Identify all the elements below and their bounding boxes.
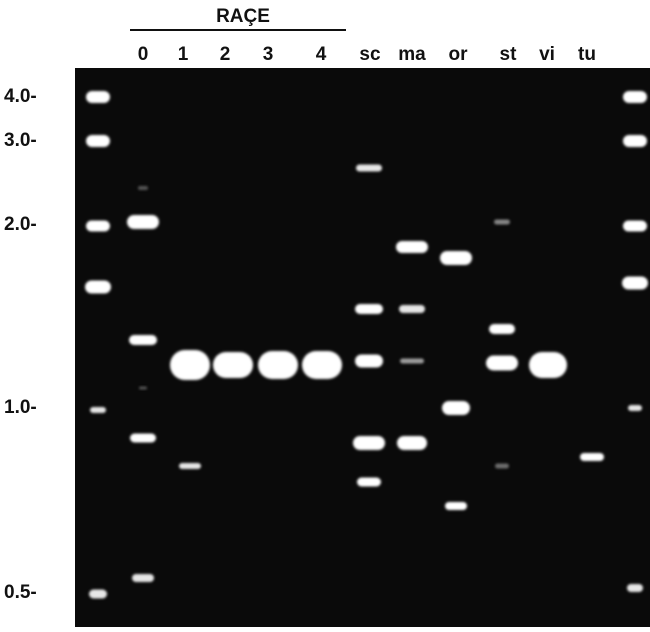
band — [170, 350, 210, 380]
lane-label: 1 — [178, 44, 189, 65]
lane-label: sc — [359, 44, 381, 65]
band — [627, 584, 643, 592]
lane-label: or — [449, 44, 469, 65]
band — [138, 186, 148, 190]
band — [85, 280, 111, 294]
band — [580, 453, 604, 461]
band — [445, 502, 467, 510]
band — [529, 352, 567, 378]
lane-label: 3 — [263, 44, 274, 65]
band — [357, 477, 381, 487]
band — [442, 401, 470, 415]
lane-label: 4 — [316, 44, 327, 65]
band — [89, 589, 107, 599]
band — [489, 324, 515, 334]
lane-label: tu — [578, 44, 596, 65]
band — [90, 407, 106, 413]
band — [86, 91, 110, 103]
band — [486, 355, 518, 371]
size-marker: 2.0- — [4, 214, 37, 235]
band — [622, 276, 648, 290]
band — [396, 241, 428, 253]
band — [623, 91, 647, 103]
band — [397, 436, 427, 450]
lane-label: 2 — [220, 44, 231, 65]
band — [139, 386, 147, 390]
band — [127, 215, 159, 229]
band — [628, 405, 642, 411]
band — [355, 304, 383, 314]
band — [258, 351, 298, 379]
lane-label: 0 — [138, 44, 149, 65]
band — [130, 433, 156, 443]
band — [353, 436, 385, 450]
band — [356, 164, 382, 172]
header-title: RAÇE — [216, 6, 270, 27]
size-marker: 4.0- — [4, 86, 37, 107]
band — [86, 135, 110, 147]
size-marker: 1.0- — [4, 397, 37, 418]
lane-label: ma — [398, 44, 426, 65]
bands — [85, 91, 648, 599]
band — [623, 220, 647, 232]
band — [179, 463, 201, 469]
lane-label: vi — [539, 44, 555, 65]
band — [495, 463, 509, 469]
lane-label: st — [500, 44, 518, 65]
band — [86, 220, 110, 232]
band — [623, 135, 647, 147]
band — [440, 251, 472, 265]
band — [355, 354, 383, 368]
size-marker: 3.0- — [4, 130, 37, 151]
band — [400, 358, 424, 364]
band — [399, 305, 425, 313]
band — [132, 574, 154, 582]
size-marker: 0.5- — [4, 582, 37, 603]
band — [302, 351, 342, 379]
gel — [75, 68, 650, 627]
band — [494, 219, 510, 225]
band — [129, 335, 157, 345]
band — [213, 352, 253, 378]
